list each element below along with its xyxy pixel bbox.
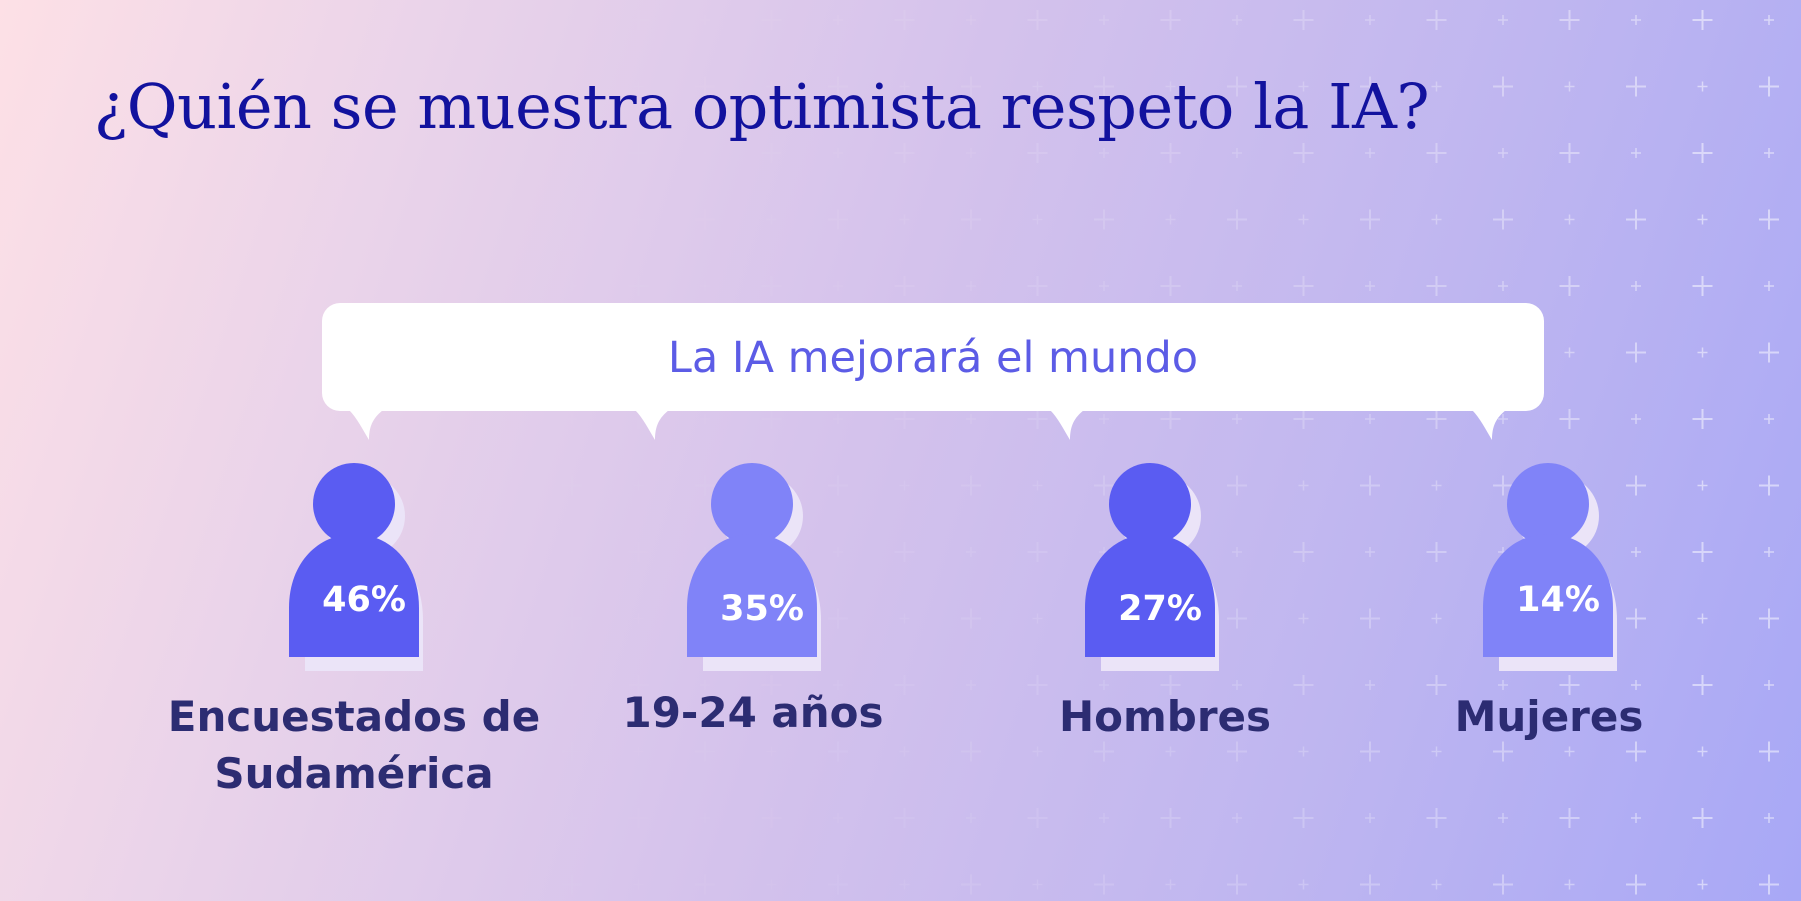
speech-tail-4 bbox=[1472, 410, 1506, 440]
speech-tail-3 bbox=[1050, 410, 1084, 440]
person-icon bbox=[289, 463, 423, 671]
speech-tail-2 bbox=[635, 410, 669, 440]
percentage-value: 14% bbox=[1516, 580, 1600, 620]
person-icon bbox=[687, 463, 821, 671]
group-label-line: Hombres bbox=[1058, 692, 1272, 741]
percentage-value: 46% bbox=[322, 580, 406, 620]
person-icon bbox=[1085, 463, 1219, 671]
person-figure-3: 27% bbox=[1085, 462, 1235, 672]
speech-tail-1 bbox=[349, 410, 383, 440]
group-label-line: Mujeres bbox=[1454, 692, 1644, 741]
group-label-1: Encuestados de Sudamérica bbox=[144, 688, 564, 802]
person-icon bbox=[1483, 463, 1617, 671]
group-label-line: Encuestados de bbox=[167, 692, 541, 741]
percentage-value: 35% bbox=[720, 589, 804, 629]
group-label-line: Sudamérica bbox=[214, 749, 494, 798]
group-label-4: Mujeres bbox=[1339, 688, 1759, 745]
page-title: ¿Quién se muestra optimista respeto la I… bbox=[94, 70, 1430, 143]
person-figure-4: 14% bbox=[1483, 462, 1633, 672]
group-label-3: Hombres bbox=[955, 688, 1375, 745]
speech-bubble-text: La IA mejorará el mundo bbox=[667, 333, 1199, 383]
person-figure-2: 35% bbox=[687, 462, 837, 672]
speech-bubble: La IA mejorará el mundo bbox=[322, 303, 1544, 411]
person-figure-1: 46% bbox=[289, 462, 439, 672]
group-label-line: 19-24 años bbox=[622, 688, 884, 737]
group-label-2: 19-24 años bbox=[543, 684, 963, 741]
percentage-value: 27% bbox=[1118, 589, 1202, 629]
